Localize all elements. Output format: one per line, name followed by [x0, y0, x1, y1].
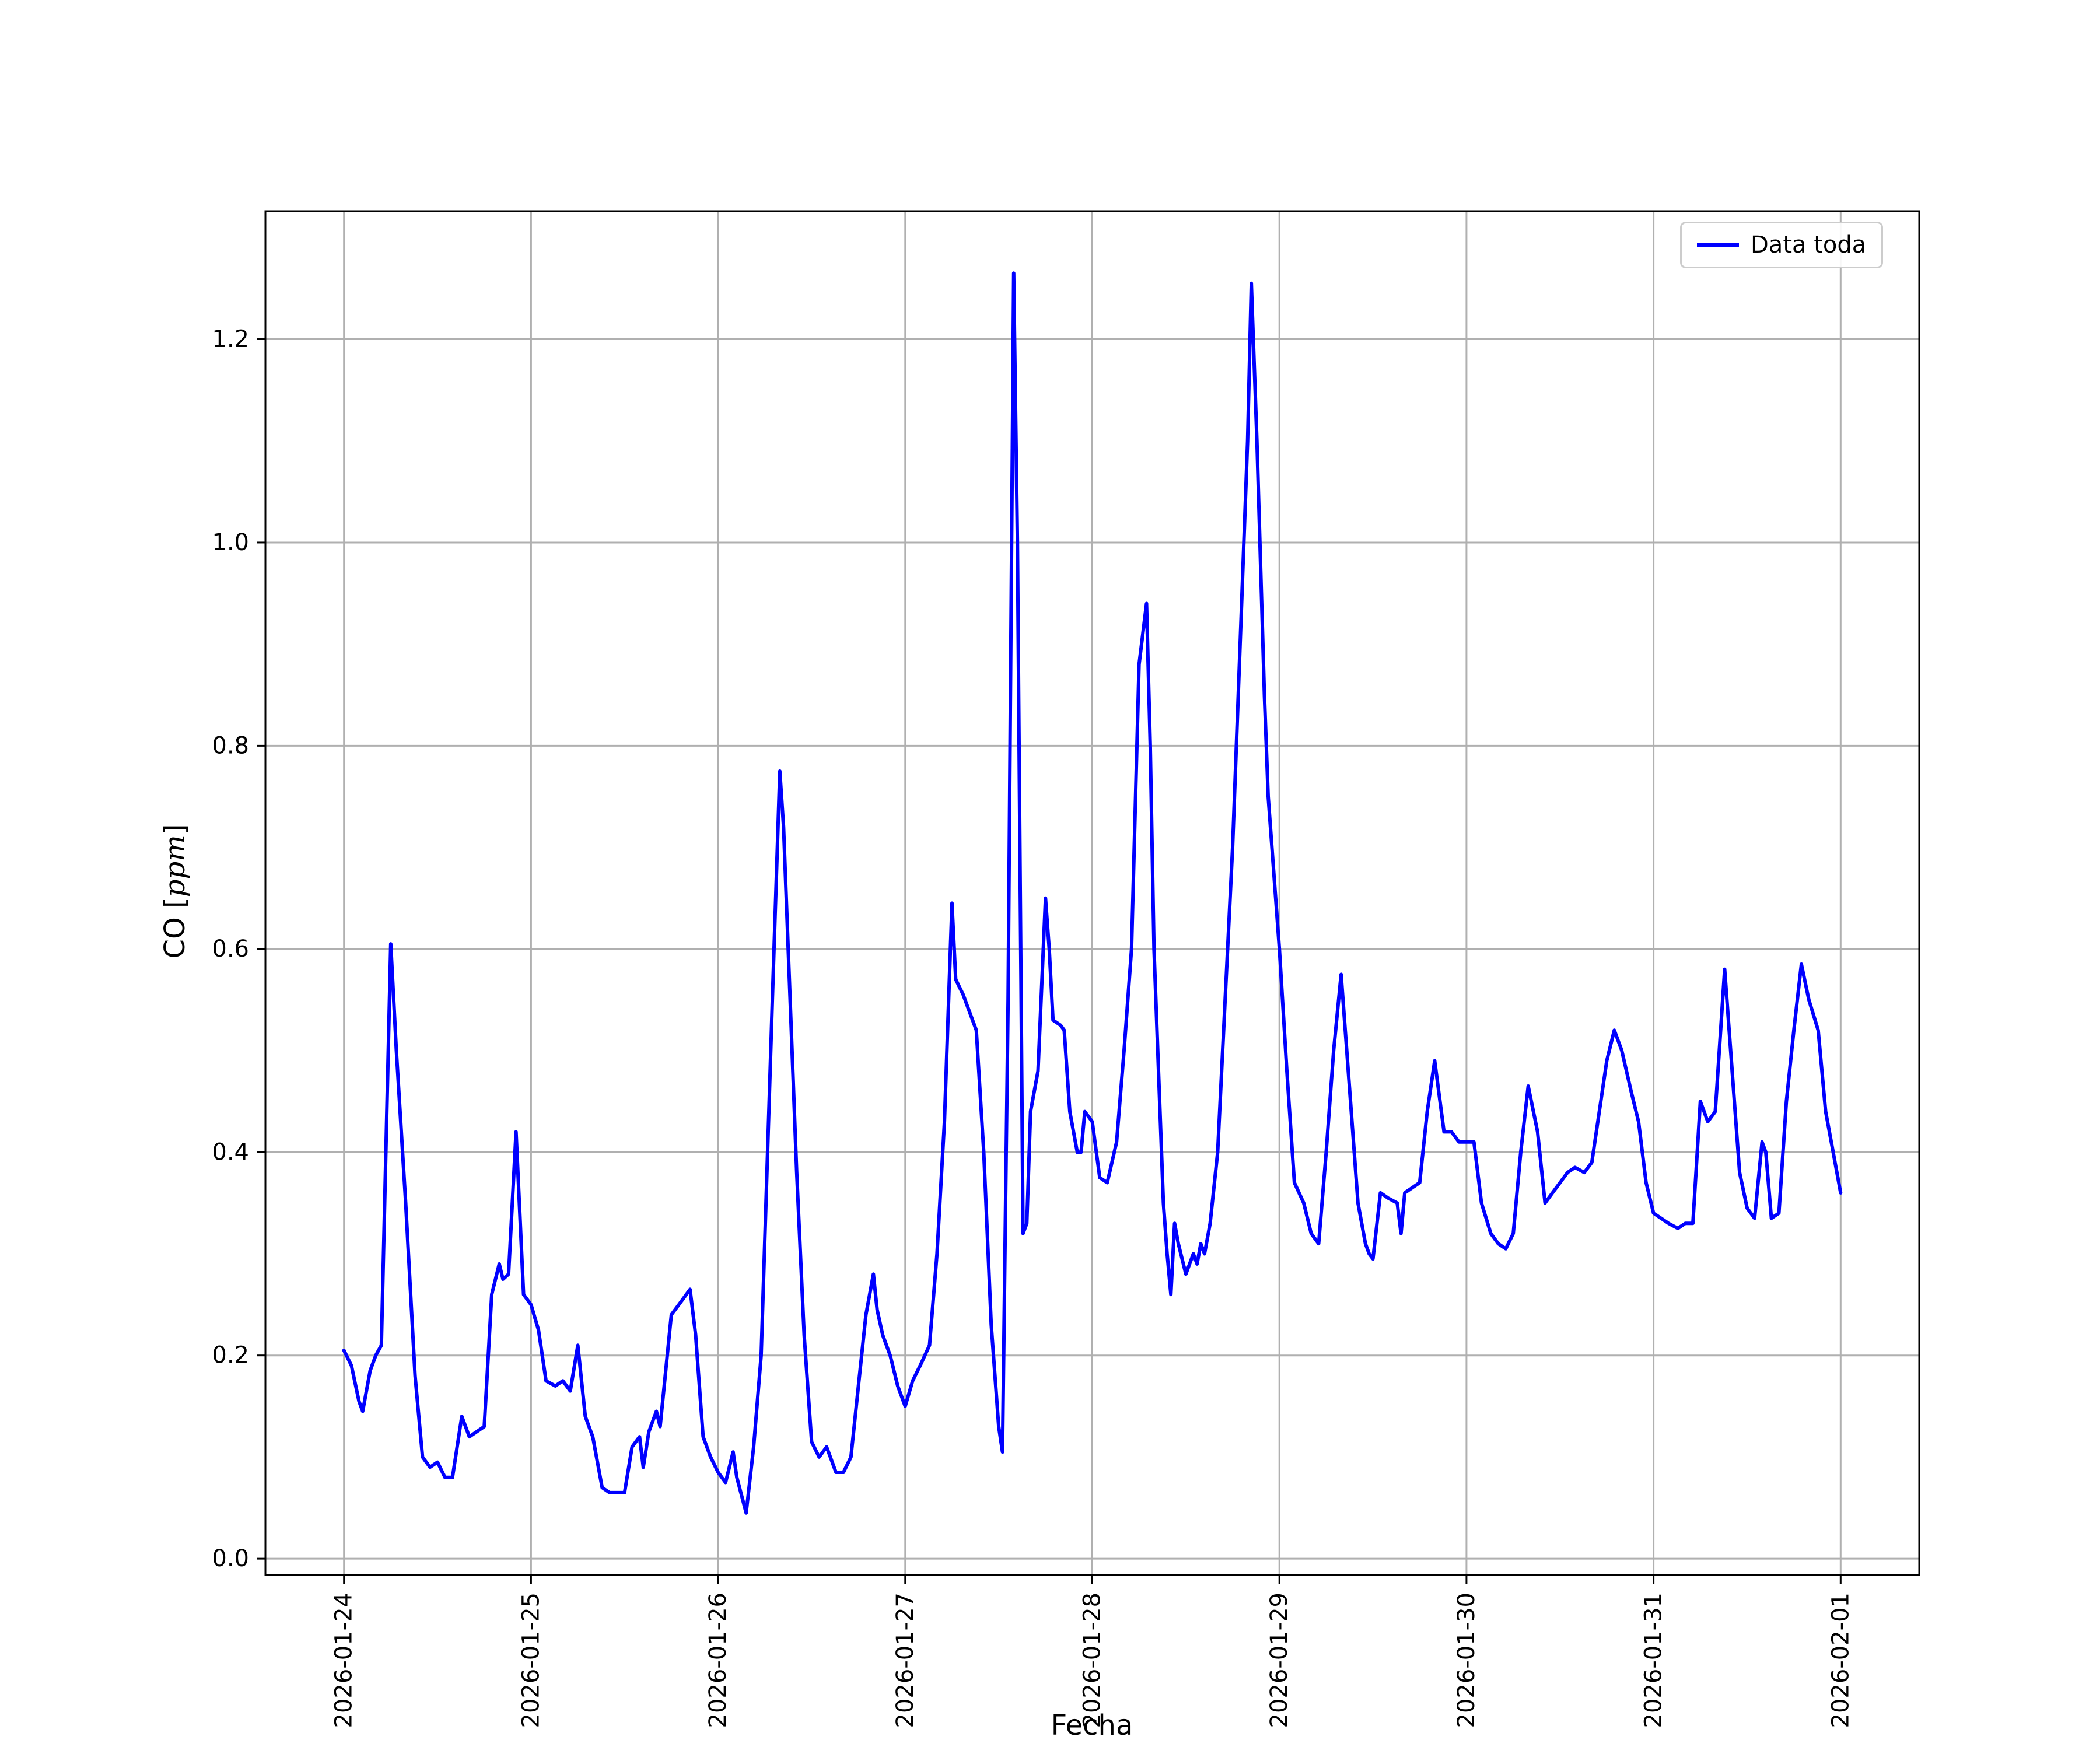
x-tick-label: 2026-01-24: [331, 1592, 358, 1728]
x-tick-label: 2026-01-27: [892, 1592, 919, 1728]
y-tick-label: 0.8: [212, 732, 249, 759]
y-tick-label: 0.0: [212, 1545, 249, 1572]
y-tick-label: 0.2: [212, 1342, 249, 1369]
x-tick-label: 2026-01-31: [1640, 1592, 1667, 1728]
y-tick-label: 1.2: [212, 326, 249, 353]
data-series-line: [342, 271, 1843, 1515]
y-axis-label-unit: ppm: [159, 835, 191, 898]
y-tick-label: 0.6: [212, 936, 249, 963]
y-axis-label-suffix: ]: [159, 824, 191, 835]
x-tick-label: 2026-01-30: [1453, 1592, 1480, 1728]
y-axis-label-prefix: CO [: [159, 897, 191, 959]
x-tick-label: 2026-02-01: [1827, 1592, 1854, 1728]
x-tick-label: 2026-01-29: [1266, 1592, 1293, 1728]
plot-border: [264, 210, 1920, 1576]
legend-line-swatch: [1697, 243, 1739, 247]
legend-entry-label: Data toda: [1751, 232, 1867, 258]
y-axis-label: CO [ppm]: [159, 824, 191, 959]
x-tick-label: 2026-01-25: [517, 1592, 544, 1728]
legend: Data toda: [1680, 222, 1884, 268]
y-tick-label: 1.0: [212, 529, 249, 556]
y-tick-label: 0.4: [212, 1139, 249, 1166]
x-tick-label: 2026-01-28: [1079, 1592, 1106, 1728]
x-axis-label: Fecha: [1051, 1709, 1133, 1742]
x-tick-label: 2026-01-26: [705, 1592, 732, 1728]
